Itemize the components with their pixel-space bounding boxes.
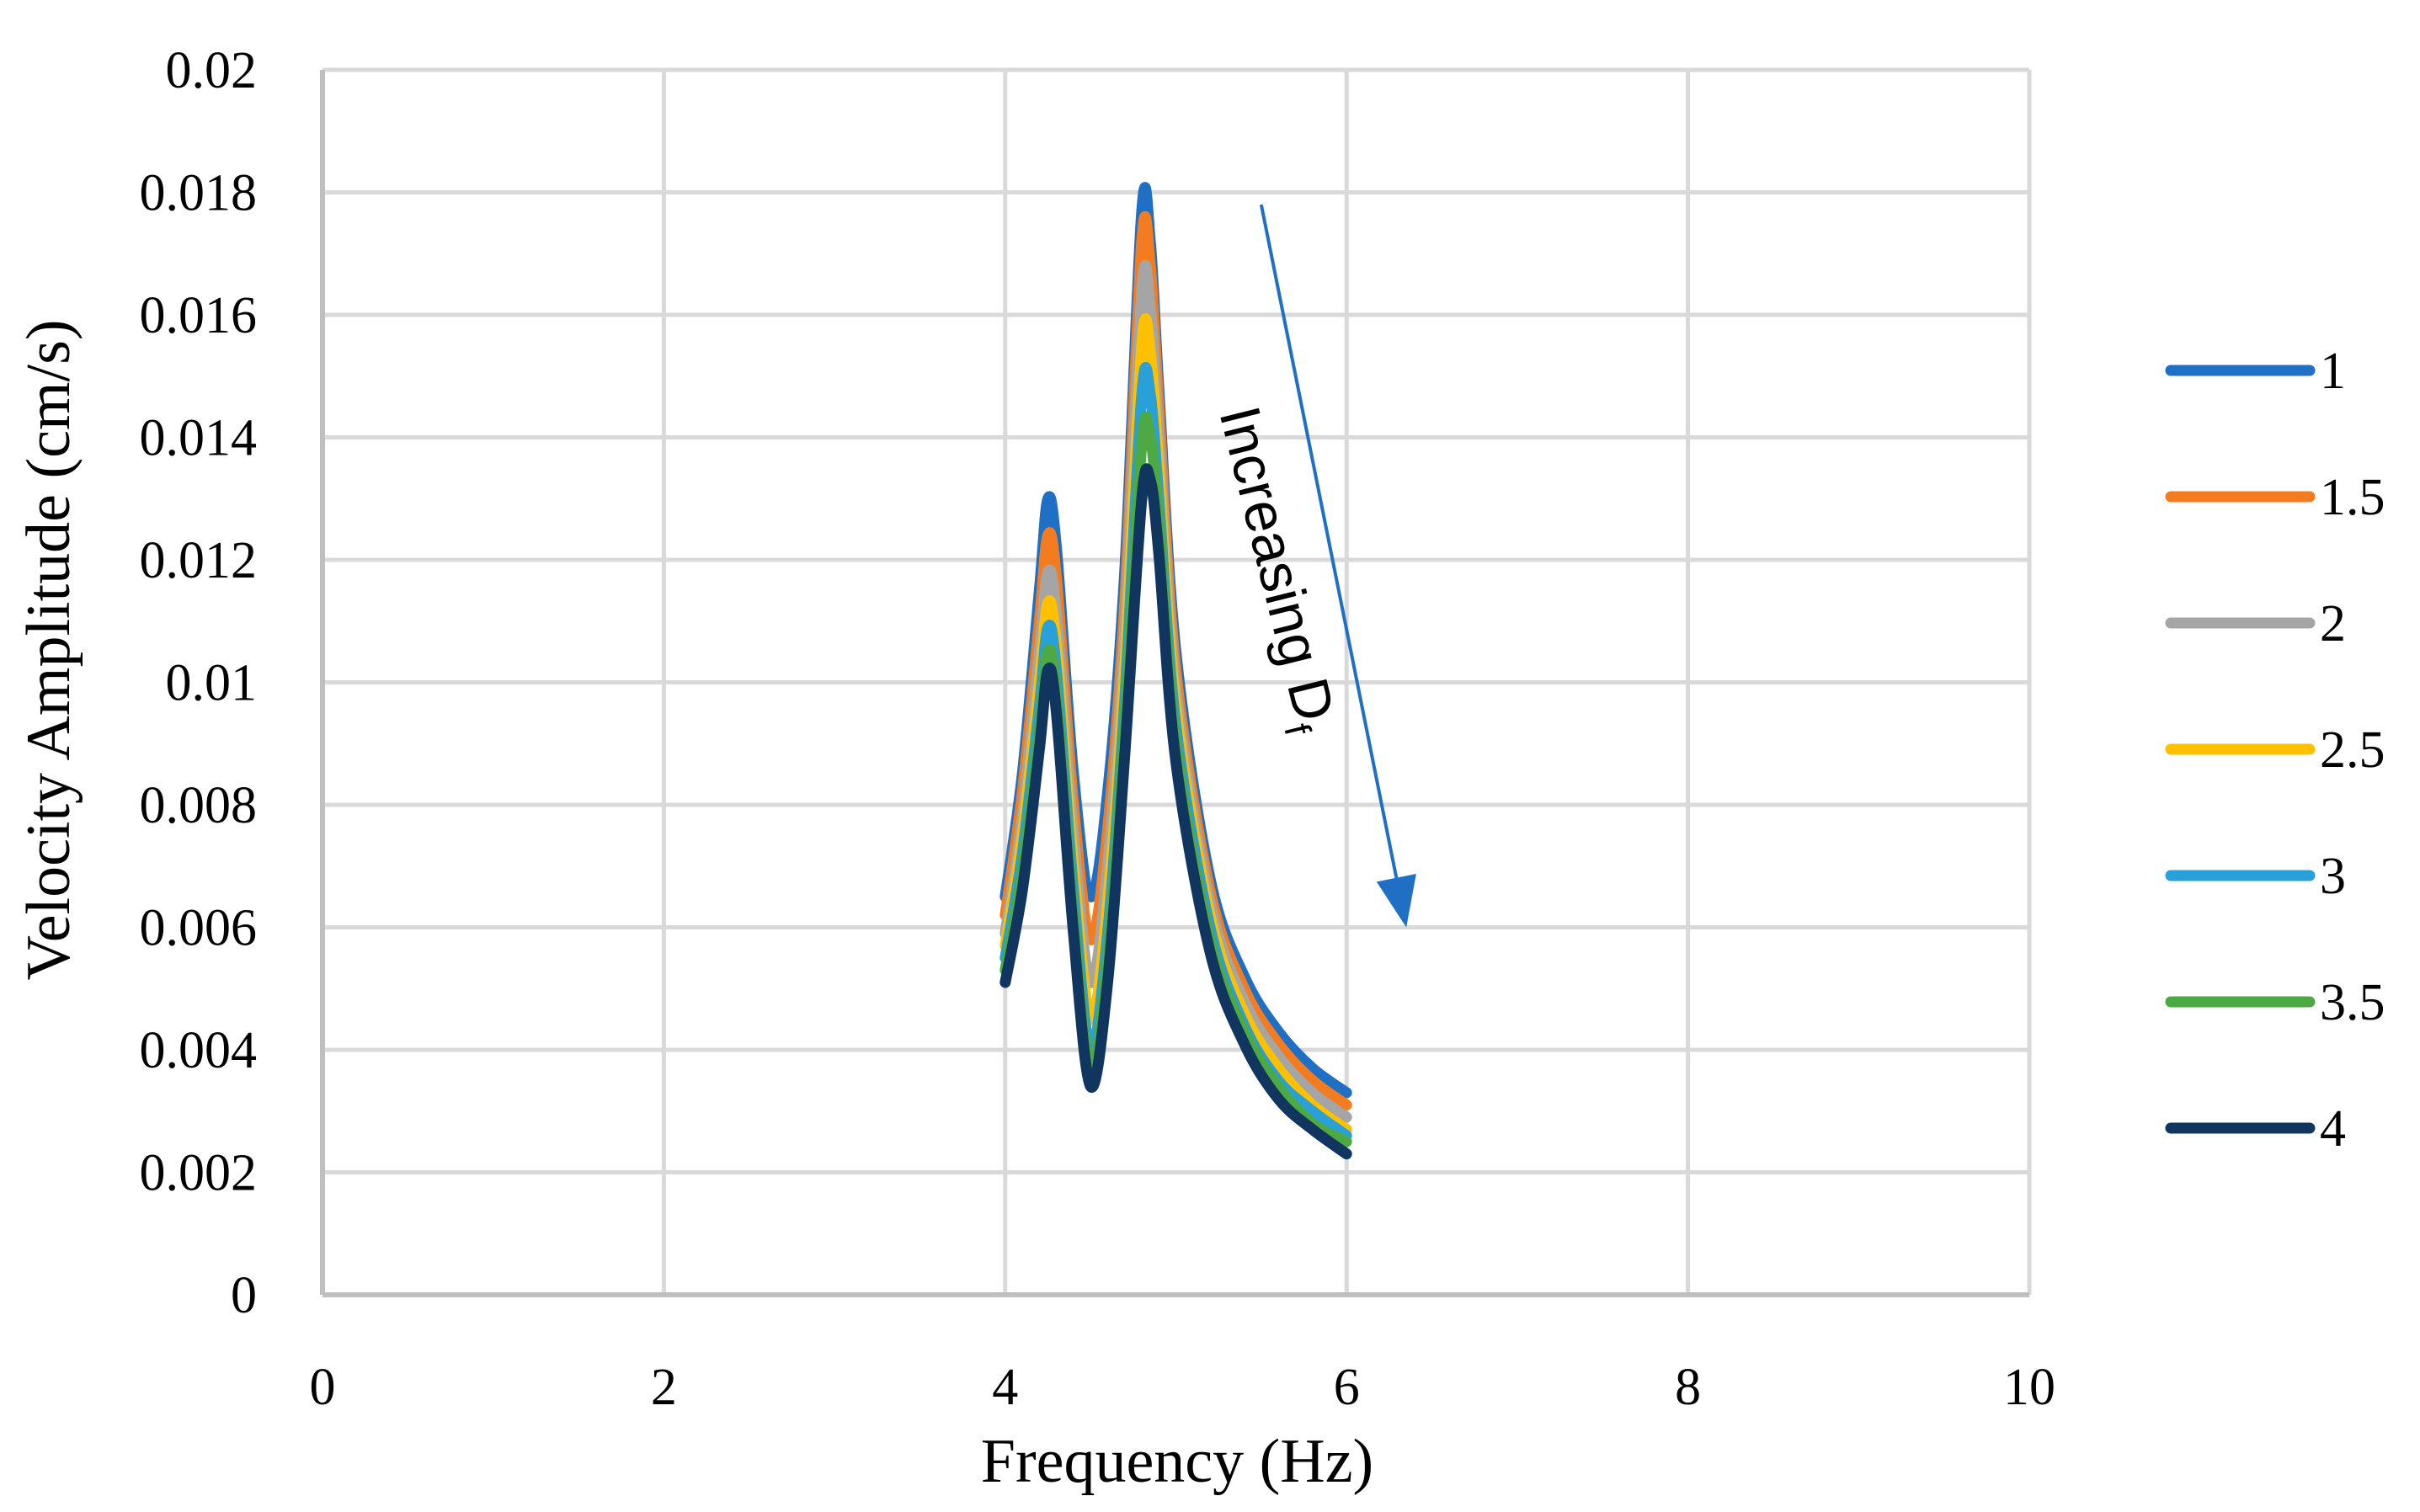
- annotation-arrow-head: [1376, 873, 1416, 928]
- y-tick-label: 0.01: [166, 655, 258, 712]
- x-tick-label: 0: [310, 1359, 336, 1416]
- legend-label: 3.5: [2320, 974, 2385, 1031]
- legend-label: 1: [2320, 343, 2346, 400]
- x-tick-label: 2: [651, 1359, 677, 1416]
- x-axis-title: Frequency (Hz): [981, 1427, 1373, 1496]
- y-tick-label: 0: [231, 1267, 257, 1324]
- legend: 1 1.5 2 2.5 3 3.5 4: [2165, 343, 2385, 1158]
- series-lines: [999, 182, 1352, 1160]
- y-tick-label: 0.016: [140, 287, 258, 344]
- y-tick-label: 0.004: [140, 1022, 258, 1079]
- legend-label: 3: [2320, 848, 2346, 905]
- y-tick-label: 0.008: [140, 777, 258, 834]
- annotation-arrow-shaft: [1259, 204, 1399, 879]
- y-axis-title: Velocity Amplitude (cm/s): [14, 319, 83, 980]
- series-line-4: [999, 463, 1352, 1160]
- y-tick-label: 0.006: [140, 900, 258, 957]
- gridlines: [320, 67, 2032, 1297]
- x-tick-label: 10: [2003, 1359, 2055, 1416]
- legend-label: 2.5: [2320, 721, 2385, 779]
- y-tick-label: 0.018: [140, 165, 258, 222]
- y-tick-label: 0.012: [140, 532, 258, 589]
- y-tick-label: 0.002: [140, 1145, 258, 1202]
- x-tick-label: 8: [1675, 1359, 1701, 1416]
- x-tick-label: 6: [1334, 1359, 1360, 1416]
- legend-label: 2: [2320, 595, 2346, 652]
- legend-label: 4: [2320, 1100, 2346, 1158]
- y-tick-label: 0.02: [166, 42, 258, 99]
- tick-labels: 0 2 4 6 8 10 0 0.002 0.004 0.006 0.008 0.01 0.012 0.0…: [140, 42, 2056, 1416]
- x-tick-label: 4: [992, 1359, 1018, 1416]
- y-tick-label: 0.014: [140, 410, 258, 467]
- legend-label: 1.5: [2320, 469, 2385, 526]
